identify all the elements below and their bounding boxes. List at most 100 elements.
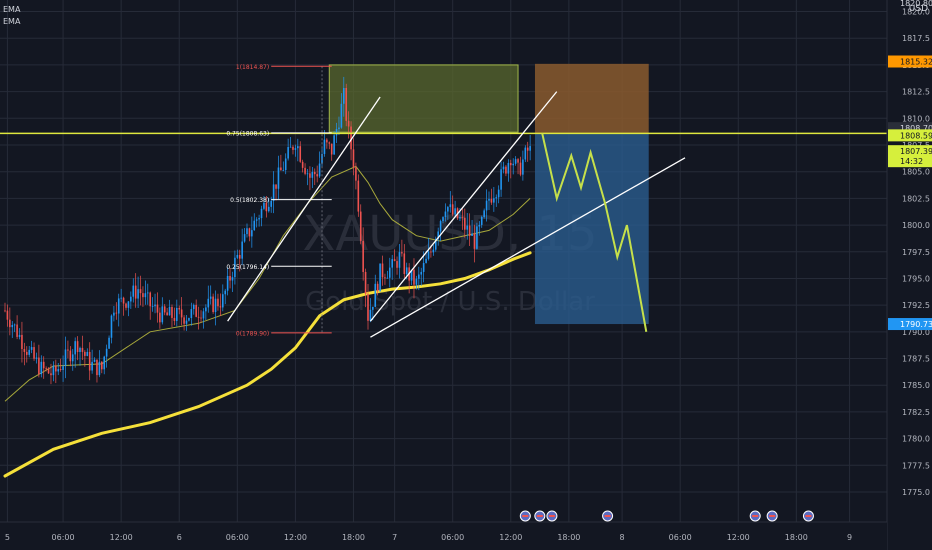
candle-body (478, 224, 481, 227)
candle-body (495, 197, 498, 199)
candle-body (251, 230, 253, 237)
candle-body (270, 200, 272, 207)
candle-body (93, 359, 96, 362)
time-tick-label: 18:00 (557, 533, 580, 542)
candle-body (350, 126, 352, 150)
candle-body (28, 349, 30, 355)
candle-body (299, 146, 302, 162)
candle-body (355, 167, 357, 181)
candle-body (461, 217, 464, 218)
event-flag-stripe (752, 515, 759, 517)
candle-body (130, 296, 132, 302)
candle-body (40, 361, 43, 375)
candle-body (16, 324, 18, 337)
candle-body (517, 159, 519, 163)
candle-body (282, 170, 285, 171)
candle-body (74, 341, 76, 355)
candle-body (464, 217, 466, 230)
candle-body (248, 228, 251, 237)
candle-body (340, 103, 343, 128)
candle-body (280, 167, 282, 171)
candle-body (149, 292, 151, 307)
candle-body (81, 347, 84, 352)
candle-body (197, 316, 200, 318)
event-markers[interactable] (519, 510, 814, 522)
price-tick-label: 1797.5 (902, 248, 930, 257)
candle-body (161, 306, 164, 323)
candle-body (267, 206, 270, 212)
price-tick-label: 1805.0 (902, 168, 930, 177)
candle-body (444, 211, 447, 218)
candle-body (376, 283, 379, 292)
fib-retracement[interactable]: 1(1814.87) 0.75(1808.63) 0.5(1802.38) 0.25(… (226, 64, 332, 338)
candle-body (132, 285, 135, 297)
candle-body (335, 129, 338, 136)
candle-body (42, 361, 45, 369)
time-tick-label: 06:00 (669, 533, 692, 542)
currency-label: USD (908, 4, 928, 14)
candle-body (113, 312, 115, 316)
profit-box (328, 64, 519, 133)
candle-body (265, 202, 268, 212)
candle-body (21, 334, 23, 350)
event-flag-stripe (769, 515, 776, 517)
candle-body (226, 275, 229, 291)
candle-body (509, 162, 512, 166)
candle-body (253, 220, 256, 231)
price-tick-label: 1795.0 (902, 274, 930, 283)
candle-body (105, 348, 108, 357)
candle-body (159, 312, 161, 323)
indicator-legend-ema-2[interactable]: EMA (3, 17, 21, 26)
candle-body (71, 354, 74, 362)
candle-body (134, 285, 137, 299)
candle-body (432, 249, 435, 253)
candle-body (388, 267, 391, 278)
candle-body (30, 347, 33, 350)
indicator-legend-ema-1[interactable]: EMA (3, 5, 21, 14)
candle-body (401, 252, 403, 254)
candle-body (391, 259, 393, 268)
candle-body (522, 159, 524, 175)
candle-body (86, 351, 89, 356)
candle-body (246, 228, 248, 235)
time-scale-panel[interactable] (0, 522, 887, 550)
candle-body (67, 349, 69, 351)
price-tick-label: 1787.5 (902, 355, 930, 364)
candle-body (79, 347, 81, 352)
candle-body (178, 307, 181, 310)
candle-body (127, 301, 130, 308)
event-flag-stripe (604, 515, 611, 517)
candle-body (338, 127, 340, 130)
price-scale-panel[interactable] (887, 0, 932, 550)
price-label-tag (888, 145, 932, 158)
candle-body (23, 349, 26, 352)
candle-body (139, 289, 142, 294)
candle-body (413, 269, 415, 285)
candle-body (289, 146, 292, 148)
candle-body (222, 294, 224, 308)
price-tick-label: 1802.5 (902, 194, 930, 203)
price-label-tag (888, 129, 932, 142)
fib-level-label: 1(1814.87) (236, 64, 269, 71)
candle-body (200, 317, 202, 319)
candle-body (117, 298, 120, 314)
candle-body (272, 184, 275, 201)
candles (4, 76, 531, 385)
fib-level-label: 0.75(1808.63) (226, 130, 269, 137)
candle-body (357, 180, 360, 212)
ema-slow-line (3, 251, 532, 478)
drawings[interactable] (0, 91, 887, 338)
price-label-tag (888, 55, 932, 68)
candle-body (284, 158, 287, 171)
candle-body (234, 257, 236, 278)
candle-body (4, 310, 6, 312)
candle-body (185, 320, 188, 324)
price-label-text: 1808.59 (900, 131, 932, 140)
candle-body (359, 211, 362, 241)
position-zones[interactable] (328, 63, 649, 325)
time-tick-label: 9 (847, 533, 852, 542)
event-flag-stripe (548, 515, 555, 517)
time-tick-label: 18:00 (342, 533, 365, 542)
candle-body (367, 293, 369, 321)
